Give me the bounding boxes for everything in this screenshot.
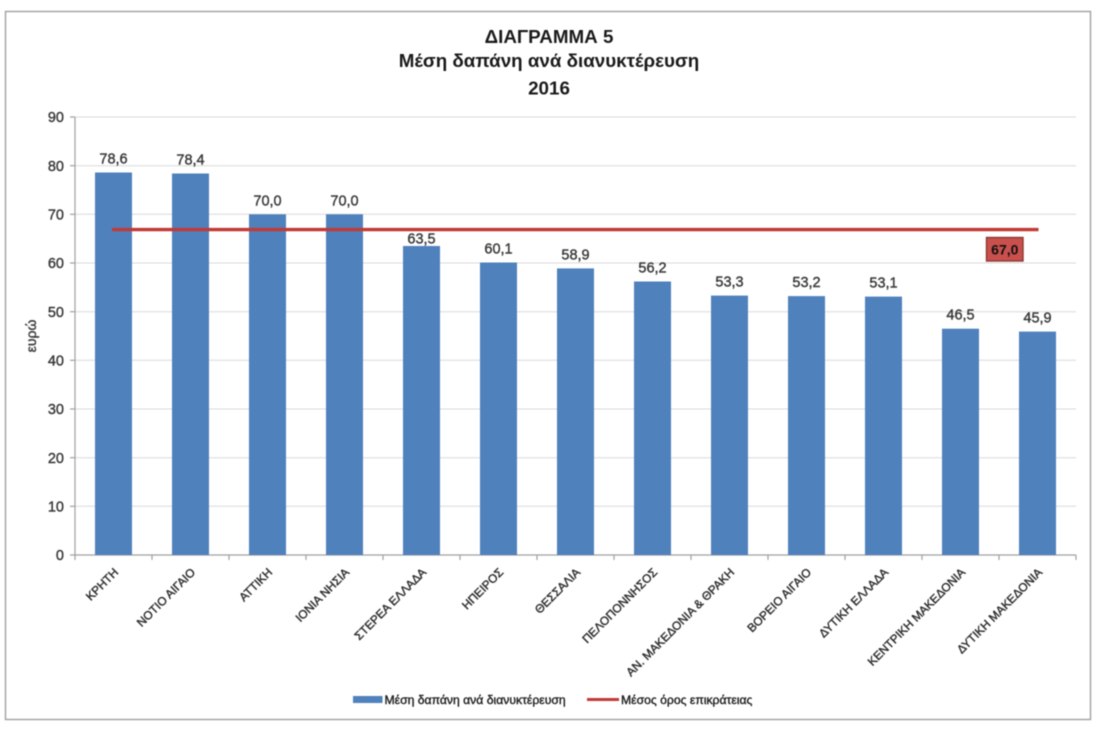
svg-text:78,6: 78,6 xyxy=(99,152,127,168)
svg-text:70,0: 70,0 xyxy=(253,193,281,209)
svg-text:60: 60 xyxy=(48,256,64,272)
svg-text:30: 30 xyxy=(48,402,64,418)
svg-text:ευρώ: ευρώ xyxy=(23,320,39,353)
svg-text:60,1: 60,1 xyxy=(484,242,512,258)
svg-text:80: 80 xyxy=(48,159,64,175)
svg-text:78,4: 78,4 xyxy=(176,153,204,169)
svg-text:53,2: 53,2 xyxy=(792,275,820,291)
svg-text:45,9: 45,9 xyxy=(1023,311,1051,327)
svg-text:2016: 2016 xyxy=(528,78,570,99)
svg-text:90: 90 xyxy=(48,110,64,126)
svg-text:56,2: 56,2 xyxy=(638,261,666,277)
svg-text:67,0: 67,0 xyxy=(991,242,1018,258)
svg-text:70: 70 xyxy=(48,208,64,224)
svg-text:Μέση δαπάνη ανά διανυκτέρευση: Μέση δαπάνη ανά διανυκτέρευση xyxy=(399,50,700,71)
svg-text:63,5: 63,5 xyxy=(407,232,435,248)
svg-text:Μέση δαπάνη ανά διανυκτέρευση: Μέση δαπάνη ανά διανυκτέρευση xyxy=(385,693,566,707)
svg-text:Μέσος όρος επικράτειας: Μέσος όρος επικράτειας xyxy=(621,693,753,707)
svg-text:20: 20 xyxy=(48,451,64,467)
svg-text:58,9: 58,9 xyxy=(561,247,589,263)
svg-text:40: 40 xyxy=(48,354,64,370)
svg-text:0: 0 xyxy=(56,548,64,564)
svg-text:53,1: 53,1 xyxy=(869,276,897,292)
svg-text:10: 10 xyxy=(48,500,64,516)
svg-text:53,3: 53,3 xyxy=(715,275,743,291)
svg-text:46,5: 46,5 xyxy=(946,308,974,324)
svg-text:50: 50 xyxy=(48,305,64,321)
svg-text:ΔΙΑΓΡΑΜΜΑ 5: ΔΙΑΓΡΑΜΜΑ 5 xyxy=(485,26,614,47)
svg-text:70,0: 70,0 xyxy=(330,193,358,209)
